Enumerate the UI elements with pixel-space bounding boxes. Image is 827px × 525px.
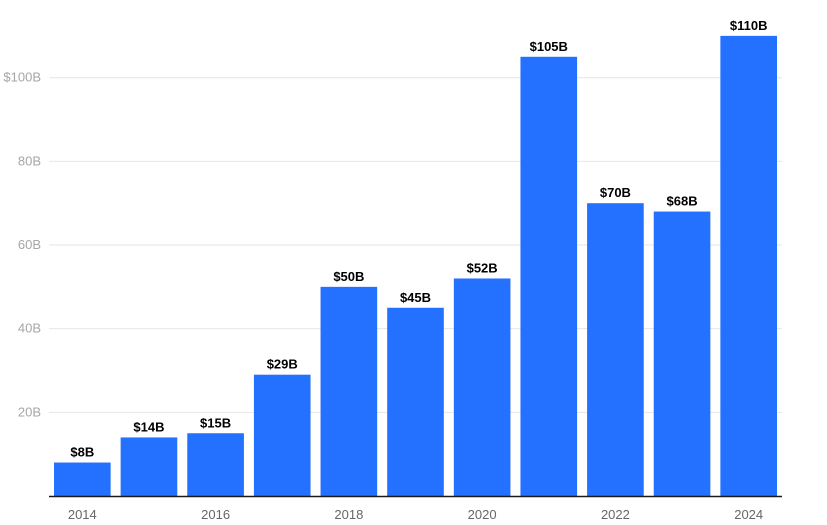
y-tick-label: 20B xyxy=(18,404,41,419)
x-axis-ticks: 2014 2016 2018 2020 2022 2024 xyxy=(68,507,763,522)
data-label-2015: $14B xyxy=(133,419,164,434)
bar-2019 xyxy=(387,307,444,496)
x-tick-label-2020: 2020 xyxy=(468,507,497,522)
bar-2016 xyxy=(187,433,244,496)
data-label-2023: $68B xyxy=(667,194,698,209)
bar-2015 xyxy=(120,437,178,496)
x-tick-label-2022: 2022 xyxy=(601,507,630,522)
data-label-2022: $70B xyxy=(600,185,631,200)
bar-2024 xyxy=(720,35,777,497)
bars xyxy=(54,35,777,497)
x-tick-label-2024: 2024 xyxy=(734,507,763,522)
data-label-2014: $8B xyxy=(70,445,94,460)
bar-2022 xyxy=(587,203,644,496)
bar-2018 xyxy=(320,286,378,496)
x-tick-label-2014: 2014 xyxy=(68,507,97,522)
y-tick-label: 80B xyxy=(18,153,41,168)
bar-2014 xyxy=(54,462,111,496)
bar-2020 xyxy=(453,278,511,496)
data-label-2020: $52B xyxy=(467,260,498,275)
data-label-2017: $29B xyxy=(267,357,298,372)
x-tick-label-2016: 2016 xyxy=(201,507,230,522)
data-label-2016: $15B xyxy=(200,415,231,430)
y-tick-label: 40B xyxy=(18,321,41,336)
bar-2021 xyxy=(520,56,578,496)
data-label-2024: $110B xyxy=(730,18,768,33)
bar-2023 xyxy=(653,211,711,496)
y-axis-ticks: 20B 40B 60B 80B $100B xyxy=(3,70,41,420)
y-tick-label: $100B xyxy=(3,70,41,85)
y-tick-label: 60B xyxy=(18,237,41,252)
data-label-2018: $50B xyxy=(333,269,364,284)
bar-2017 xyxy=(253,374,311,496)
x-tick-label-2018: 2018 xyxy=(334,507,363,522)
data-label-2021: $105B xyxy=(530,39,568,54)
data-label-2019: $45B xyxy=(400,290,431,305)
data-labels: $8B $14B $15B $29B $50B $45B $52B $105B $70B $68B… xyxy=(70,18,767,460)
